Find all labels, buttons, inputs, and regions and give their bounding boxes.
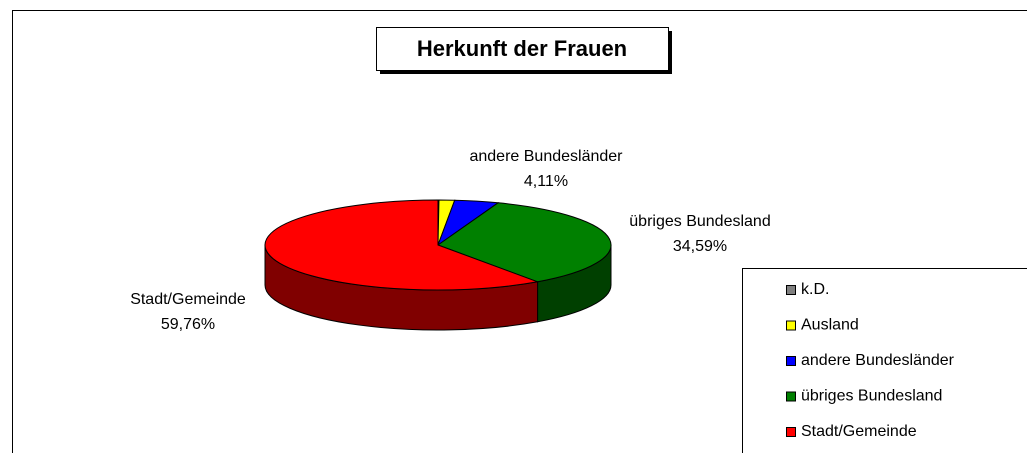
legend-label: Ausland: [801, 317, 859, 334]
legend-label: übriges Bundesland: [801, 388, 942, 405]
legend-label: Stadt/Gemeinde: [801, 423, 917, 440]
pie-slice: [264, 199, 540, 291]
data-label: 4,11%: [524, 173, 568, 190]
legend-label: andere Bundesländer: [801, 352, 955, 369]
chart-frame: [12, 10, 1027, 453]
pie-slice: [436, 202, 612, 283]
data-label: 59,76%: [161, 316, 215, 333]
data-label-name: andere Bundesländer: [469, 148, 623, 165]
legend-swatch: [786, 391, 796, 402]
legend-swatch: [786, 285, 796, 295]
data-label-name: übriges Bundesland: [629, 213, 770, 230]
legend-swatch: [786, 320, 796, 331]
legend-swatch: [786, 356, 796, 366]
legend-label: k.D.: [801, 281, 829, 298]
data-label-name: Stadt/Gemeinde: [130, 291, 246, 308]
chart-title: Herkunft der Frauen: [417, 36, 627, 61]
legend-swatch: [786, 427, 796, 437]
data-label: 34,59%: [673, 238, 727, 255]
title-box: [376, 27, 669, 71]
